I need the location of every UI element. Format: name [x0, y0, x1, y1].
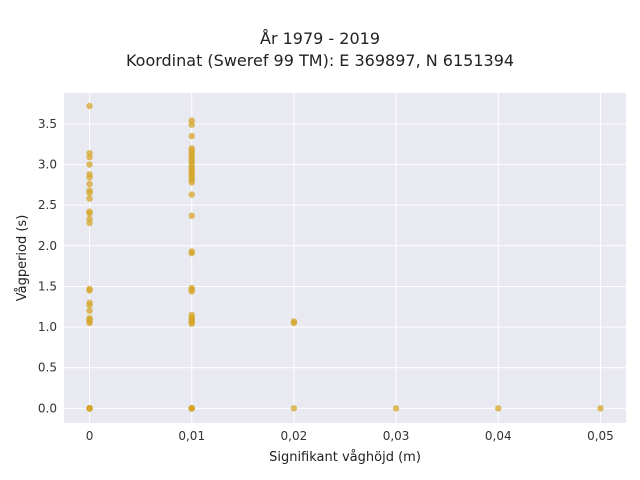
data-point	[495, 405, 502, 412]
data-point	[86, 161, 93, 168]
data-point	[86, 301, 93, 309]
data-point	[86, 195, 93, 202]
x-tick-label: 0	[86, 429, 94, 443]
y-tick-label: 2.0	[38, 239, 57, 253]
x-axis-ticks: 0 0,01 0,02 0,03 0,04 0,05	[86, 429, 614, 443]
data-point	[290, 319, 298, 327]
data-point	[86, 174, 93, 181]
x-axis-label: Signifikant våghöjd (m)	[269, 450, 421, 465]
y-tick-label: 0.0	[38, 401, 57, 415]
data-points	[86, 102, 604, 412]
data-point	[86, 189, 93, 197]
x-tick-label: 0,01	[178, 429, 205, 443]
data-point	[188, 212, 195, 219]
data-point	[86, 102, 93, 110]
data-point	[188, 249, 195, 257]
data-point	[86, 405, 93, 412]
x-tick-label: 0,04	[485, 429, 512, 443]
data-point	[188, 405, 195, 412]
data-point	[290, 405, 298, 412]
chart-subtitle: Koordinat (Sweref 99 TM): E 369897, N 61…	[125, 51, 515, 70]
data-point	[86, 180, 93, 188]
data-point	[86, 319, 93, 327]
data-point	[188, 132, 195, 140]
y-axis-label: Vågperiod (s)	[15, 215, 30, 302]
data-point	[188, 179, 195, 186]
x-tick-label: 0,02	[281, 429, 308, 443]
y-tick-label: 2.5	[38, 198, 57, 212]
y-tick-label: 3.5	[38, 117, 57, 131]
chart-title: År 1979 - 2019	[260, 29, 380, 48]
data-point	[597, 405, 604, 412]
y-axis-ticks: 0.0 0.5 1.0 1.5 2.0 2.5 3.0 3.5	[38, 117, 57, 415]
data-point	[188, 121, 195, 128]
data-point	[86, 307, 93, 315]
data-point	[86, 210, 93, 217]
data-point	[86, 287, 93, 294]
x-tick-label: 0,03	[383, 429, 410, 443]
y-tick-label: 0.5	[38, 361, 57, 375]
data-point	[188, 191, 195, 198]
y-tick-label: 3.0	[38, 158, 57, 172]
gridlines	[64, 93, 626, 423]
y-tick-label: 1.0	[38, 320, 57, 334]
y-tick-label: 1.5	[38, 279, 57, 293]
data-point	[188, 288, 195, 295]
data-point	[86, 154, 93, 161]
plot-area	[64, 93, 626, 423]
data-point	[392, 405, 400, 412]
data-point	[86, 219, 93, 227]
x-tick-label: 0,05	[587, 429, 614, 443]
data-point	[188, 320, 195, 328]
